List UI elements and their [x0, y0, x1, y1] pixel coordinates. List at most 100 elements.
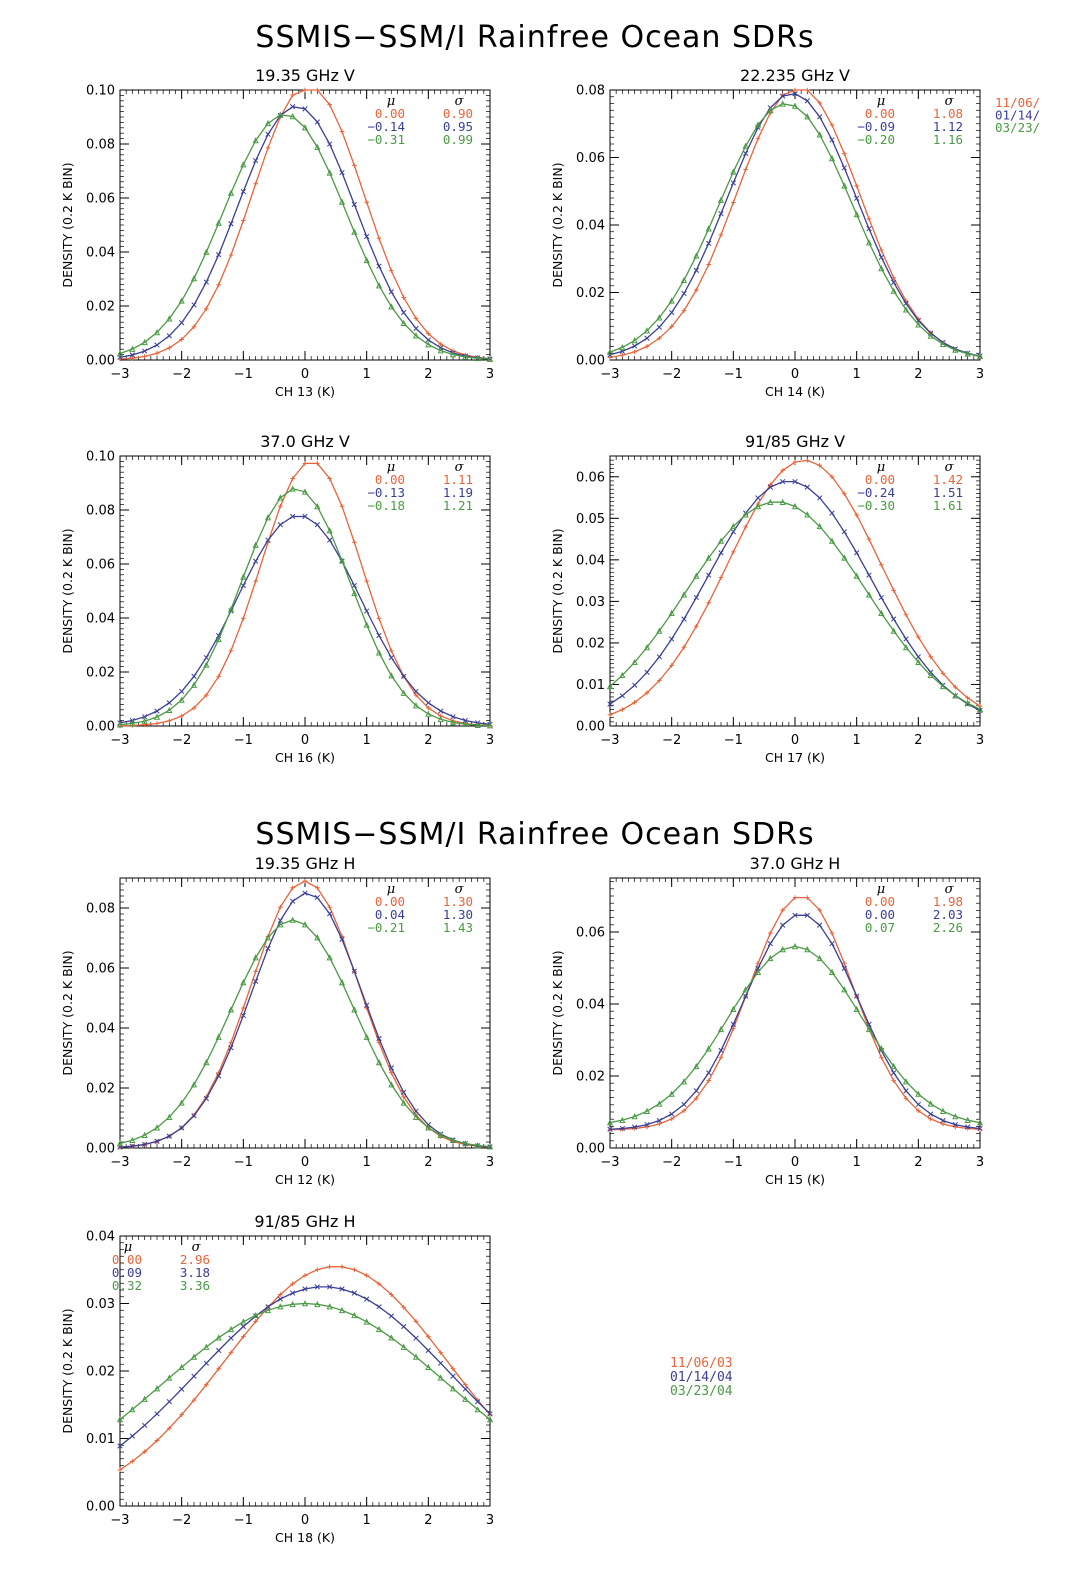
data-point [718, 575, 724, 580]
section-title-top: SSMIS−SSM/I Rainfree Ocean SDRs [255, 20, 815, 55]
data-point [253, 978, 259, 984]
data-point [643, 1107, 651, 1114]
data-point [841, 182, 848, 189]
side-legend-entry: 11/06/ [995, 95, 1040, 110]
data-point [866, 226, 872, 232]
x-tick-label: −2 [172, 1513, 191, 1528]
data-point [191, 302, 197, 308]
y-tick-label: 0.10 [86, 450, 115, 465]
data-point [915, 654, 921, 660]
data-point [767, 954, 774, 962]
data-point [315, 87, 320, 93]
data-point [425, 1347, 431, 1354]
data-point [228, 1350, 234, 1355]
data-point [742, 142, 749, 149]
data-point [743, 167, 748, 172]
y-tick-label: 0.01 [576, 678, 605, 693]
data-point [779, 100, 786, 107]
data-point [167, 345, 172, 351]
data-point [644, 669, 650, 675]
mu-value: −0.09 [857, 119, 895, 134]
data-point [290, 92, 295, 98]
mu-value: 0.07 [865, 920, 895, 935]
data-point [619, 693, 625, 699]
data-point [388, 1334, 395, 1341]
data-point [976, 352, 984, 360]
data-point [792, 912, 798, 918]
data-point [878, 609, 885, 616]
x-tick-label: 2 [914, 367, 922, 382]
data-point [363, 621, 370, 628]
data-point [854, 550, 860, 556]
data-point [841, 554, 848, 561]
data-point [154, 721, 160, 726]
data-point [487, 1411, 493, 1417]
data-point [216, 282, 221, 288]
data-point [706, 262, 711, 267]
data-point [364, 1296, 370, 1302]
data-point [680, 1078, 688, 1085]
data-point [731, 549, 736, 555]
data-point [791, 942, 799, 950]
x-tick-label: 1 [363, 733, 371, 748]
sigma-value: 1.21 [443, 498, 473, 513]
data-point [669, 324, 674, 329]
y-tick-label: 0.04 [86, 1022, 115, 1037]
data-point [179, 1386, 185, 1392]
chart-panel-91v: 91/85 GHz V −3 −2 −1 0 1 2 3 0.00 0.01 0.02 0.03 0.0… [550, 432, 984, 765]
data-point [339, 169, 345, 176]
data-point [352, 539, 357, 545]
series-1 [607, 458, 983, 718]
data-point [606, 1119, 614, 1126]
data-point [153, 328, 161, 336]
data-point [265, 945, 271, 952]
data-point [779, 946, 786, 953]
data-point [166, 1374, 173, 1381]
mu-value: 0.00 [375, 894, 405, 909]
chart-panel-37v: 37.0 GHz V −3 −2 −1 0 1 2 3 0.00 0.02 0.04 0.06 0.08… [60, 432, 494, 765]
data-point [916, 634, 921, 640]
data-point [681, 1101, 687, 1108]
data-point [141, 717, 148, 724]
data-point [853, 1005, 860, 1012]
data-point [190, 1081, 198, 1088]
data-point [903, 612, 909, 618]
data-point [755, 960, 761, 966]
data-point [965, 1124, 971, 1130]
series-line [119, 488, 491, 727]
data-point [326, 169, 333, 176]
data-point [327, 904, 332, 910]
y-tick-label: 0.08 [86, 504, 115, 519]
data-point [902, 306, 910, 313]
data-point [952, 1113, 959, 1120]
y-axis-label: DENSITY (0.2 K BIN) [550, 162, 565, 287]
data-point [767, 484, 773, 490]
data-point [253, 181, 258, 186]
data-point [644, 1121, 650, 1128]
x-tick-label: −1 [724, 1155, 743, 1170]
data-point [129, 1143, 135, 1149]
data-point [314, 143, 321, 150]
data-point [620, 1127, 625, 1132]
data-point [240, 582, 246, 589]
data-point [253, 558, 259, 564]
mu-header: μ [877, 460, 885, 475]
data-point [339, 129, 345, 134]
data-point [693, 1062, 700, 1070]
data-point [791, 503, 799, 510]
data-point [352, 163, 357, 168]
plot-frame [609, 877, 981, 1149]
data-point [338, 979, 346, 986]
series-1 [117, 878, 493, 1150]
y-tick-label: 0.00 [86, 354, 115, 369]
data-point [364, 199, 369, 205]
x-axis-label: CH 16 (K) [275, 750, 335, 765]
series-3 [606, 942, 984, 1126]
y-axis-label: DENSITY (0.2 K BIN) [60, 162, 75, 287]
x-tick-label: −1 [234, 733, 253, 748]
data-point [841, 529, 847, 535]
data-point [828, 155, 836, 162]
data-point [290, 476, 295, 481]
data-point [939, 340, 947, 348]
data-point [363, 256, 370, 264]
